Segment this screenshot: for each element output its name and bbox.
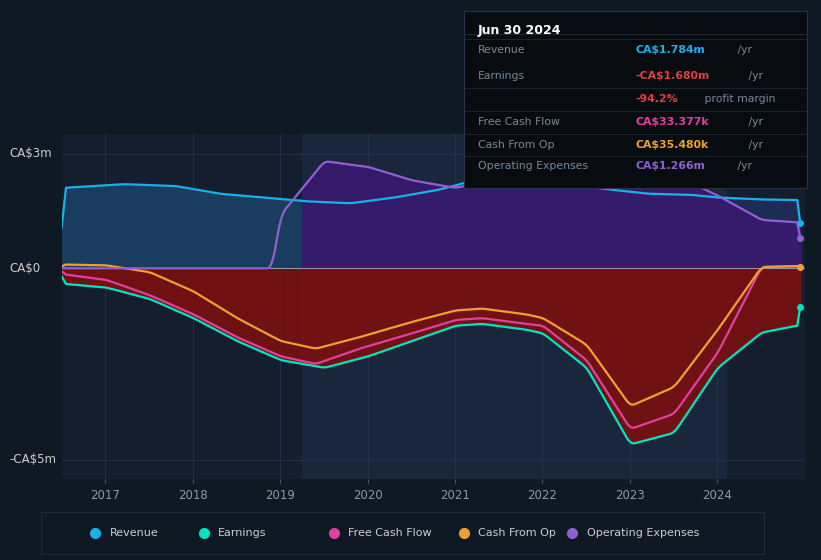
Text: Free Cash Flow: Free Cash Flow <box>478 118 559 127</box>
Text: CA$1.784m: CA$1.784m <box>635 45 705 55</box>
Text: Earnings: Earnings <box>478 71 525 81</box>
Text: Revenue: Revenue <box>110 529 158 538</box>
Text: /yr: /yr <box>745 71 764 81</box>
Text: /yr: /yr <box>734 45 752 55</box>
Text: Revenue: Revenue <box>478 45 525 55</box>
Text: Free Cash Flow: Free Cash Flow <box>348 529 432 538</box>
Text: CA$0: CA$0 <box>10 262 41 275</box>
Text: /yr: /yr <box>745 118 764 127</box>
Bar <box>302 134 726 479</box>
Text: /yr: /yr <box>734 161 752 171</box>
Text: -94.2%: -94.2% <box>635 95 678 104</box>
Text: Jun 30 2024: Jun 30 2024 <box>478 24 561 36</box>
Text: -CA$5m: -CA$5m <box>10 453 57 466</box>
Text: Operating Expenses: Operating Expenses <box>478 161 588 171</box>
Text: Earnings: Earnings <box>218 529 267 538</box>
Text: /yr: /yr <box>745 140 764 150</box>
Text: CA$35.480k: CA$35.480k <box>635 140 709 150</box>
Text: CA$33.377k: CA$33.377k <box>635 118 709 127</box>
Text: -CA$1.680m: -CA$1.680m <box>635 71 709 81</box>
Text: Cash From Op: Cash From Op <box>478 529 556 538</box>
Text: Operating Expenses: Operating Expenses <box>586 529 699 538</box>
Text: CA$1.266m: CA$1.266m <box>635 161 705 171</box>
Text: CA$3m: CA$3m <box>10 147 53 160</box>
Text: Cash From Op: Cash From Op <box>478 140 554 150</box>
Text: profit margin: profit margin <box>701 95 776 104</box>
